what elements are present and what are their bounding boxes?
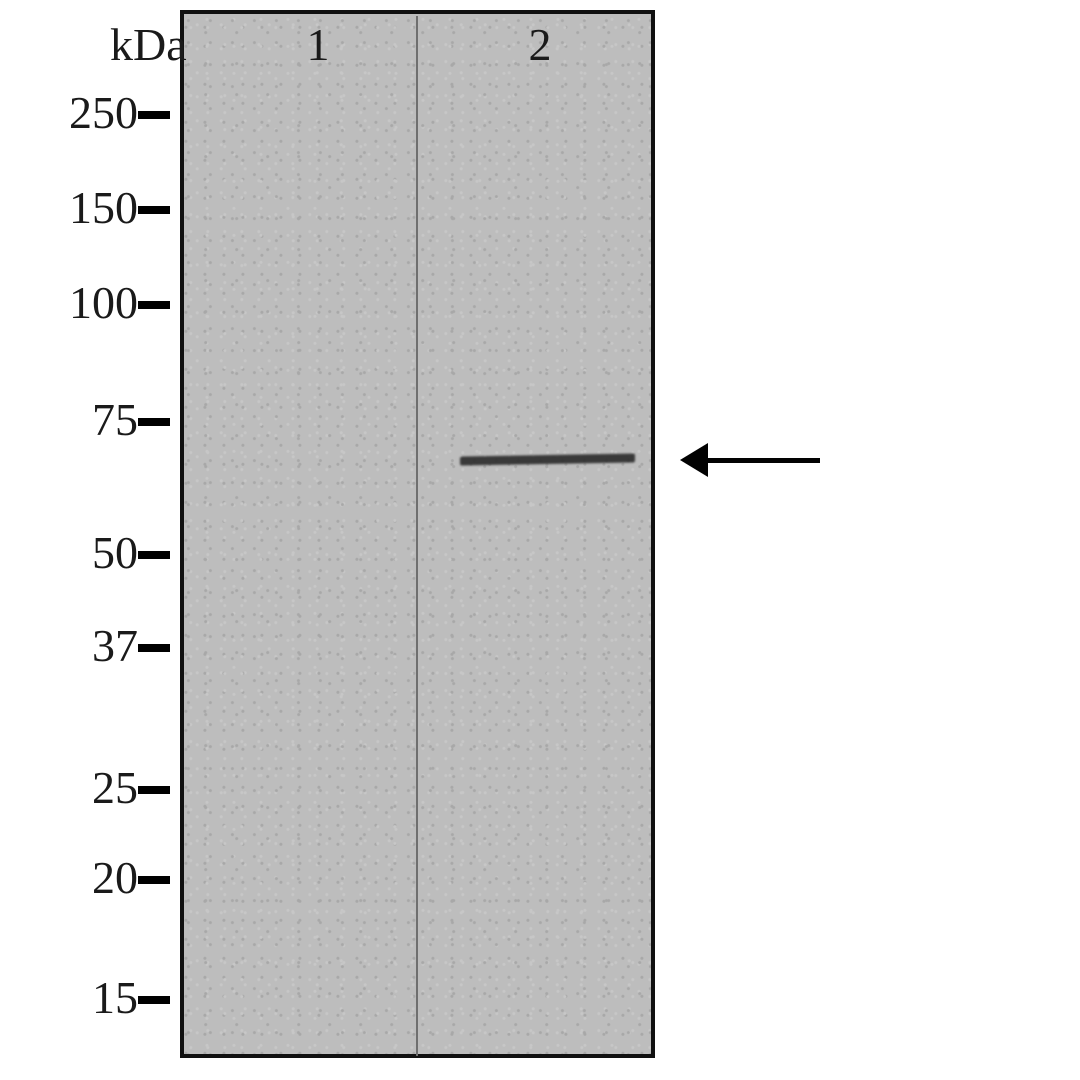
mw-tick-label: 50: [92, 526, 138, 579]
mw-tick-mark: [138, 876, 170, 884]
arrow-shaft: [708, 458, 820, 463]
mw-tick-label: 15: [92, 971, 138, 1024]
mw-tick-mark: [138, 111, 170, 119]
unit-label-kda: kDa: [110, 18, 187, 71]
mw-tick-mark: [138, 996, 170, 1004]
mw-tick-label: 20: [92, 851, 138, 904]
lane-label: 2: [520, 18, 560, 71]
arrow-head-icon: [680, 443, 708, 477]
mw-tick-mark: [138, 206, 170, 214]
mw-tick-mark: [138, 786, 170, 794]
mw-tick-label: 75: [92, 393, 138, 446]
lane-label: 1: [298, 18, 338, 71]
mw-tick-mark: [138, 418, 170, 426]
mw-tick-label: 250: [69, 86, 138, 139]
mw-tick-mark: [138, 301, 170, 309]
western-blot-figure: kDa 250 150 100 75 50 37 25 20 15 1 2: [0, 0, 1080, 1080]
band-indicator-arrow: [680, 460, 820, 494]
blot-membrane: [180, 10, 655, 1058]
lane-divider: [416, 16, 418, 1056]
mw-tick-label: 25: [92, 761, 138, 814]
mw-tick-mark: [138, 551, 170, 559]
mw-tick-label: 100: [69, 276, 138, 329]
mw-tick-mark: [138, 644, 170, 652]
mw-tick-label: 37: [92, 619, 138, 672]
protein-band: [460, 453, 635, 465]
mw-tick-label: 150: [69, 181, 138, 234]
